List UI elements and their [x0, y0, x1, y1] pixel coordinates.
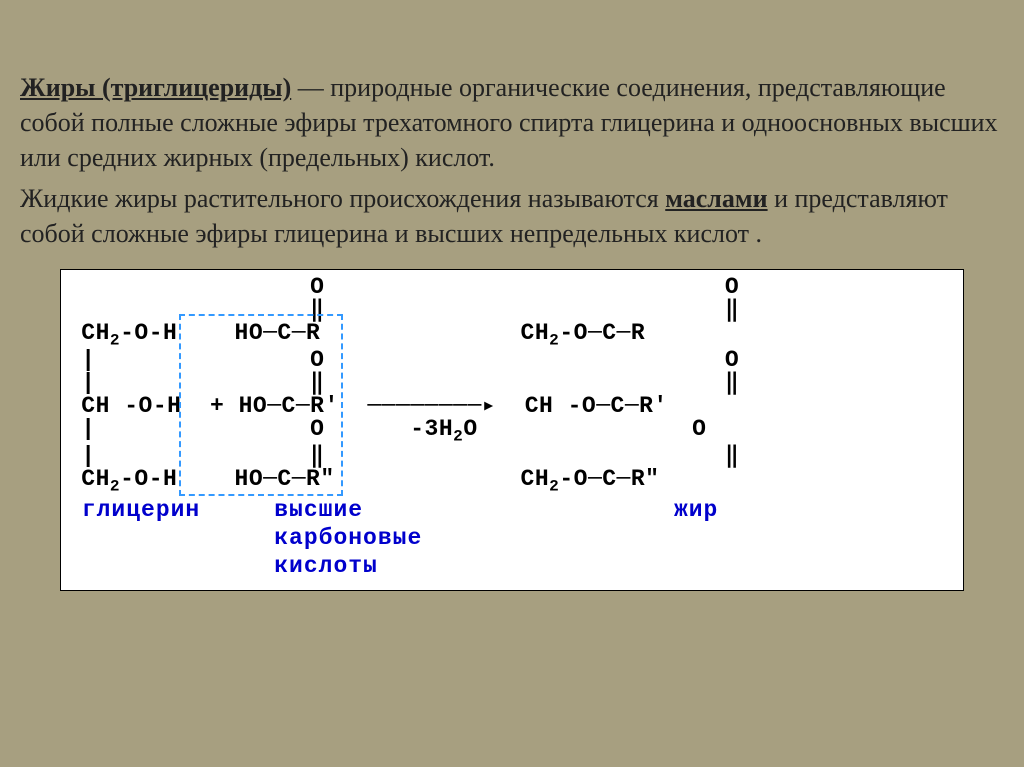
term-fats: Жиры (триглицериды): [20, 73, 291, 102]
label-acids-2: карбоновые: [274, 525, 422, 551]
label-glycerol: глицерин: [82, 497, 200, 523]
p2-a: Жидкие жиры растительного происхождения …: [20, 184, 665, 213]
term-oils: маслами: [665, 184, 767, 213]
label-acids-1: высшие: [274, 497, 363, 523]
label-acids-3: кислоты: [274, 553, 378, 579]
chem-label-row-3: кислоты: [67, 553, 957, 579]
dashed-highlight-box: [179, 314, 343, 496]
paragraph-2: Жидкие жиры растительного происхождения …: [20, 181, 1004, 251]
reaction-diagram: O O ‖ ‖ CH2-O-H HO─C─R CH2-O─C─R | O O |…: [60, 269, 964, 590]
label-fat: жир: [674, 497, 718, 523]
reaction-canvas: O O ‖ ‖ CH2-O-H HO─C─R CH2-O─C─R | O O |…: [67, 276, 957, 579]
slide-content: Жиры (триглицериды) — природные органиче…: [0, 0, 1024, 611]
chem-row-1: O O: [67, 276, 957, 299]
chem-label-row-1: глицерин высшие жир: [67, 497, 957, 523]
paragraph-1: Жиры (триглицериды) — природные органиче…: [20, 70, 1004, 175]
chem-label-row-2: карбоновые: [67, 525, 957, 551]
